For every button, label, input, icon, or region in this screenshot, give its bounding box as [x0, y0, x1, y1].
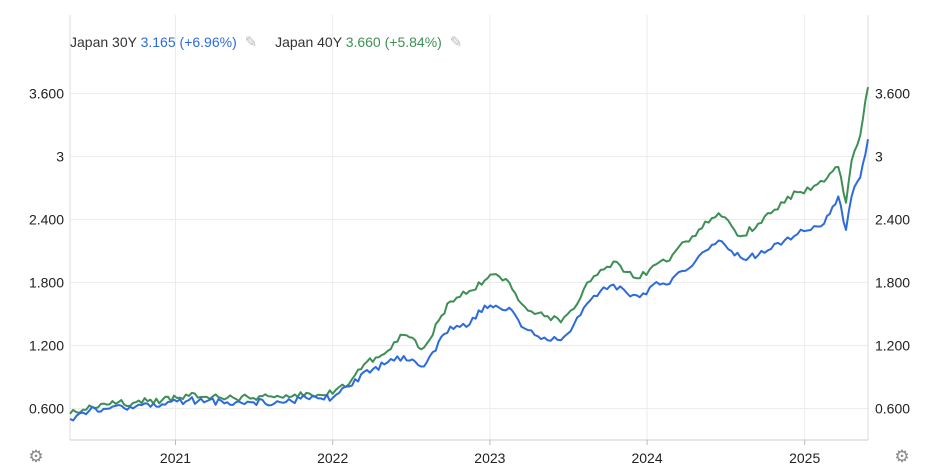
x-tick-label: 2022 [317, 450, 348, 466]
y-tick-label-right: 3 [875, 149, 883, 165]
y-tick-label-right: 3.600 [875, 86, 910, 102]
gear-icon[interactable]: ⚙ [28, 447, 44, 466]
legend-series-value: 3.165 [140, 34, 176, 50]
series-line-japan-40y [69, 87, 869, 415]
pencil-icon[interactable]: ✎ [449, 34, 463, 51]
axes: 0.600 0.600 1.200 1.200 1.800 1.800 2.400 2.400… [29, 15, 910, 466]
gear-icon[interactable]: ⚙ [894, 447, 910, 466]
y-tick-label-right: 0.600 [875, 401, 910, 417]
x-tick-label: 2024 [631, 450, 662, 466]
x-tick-label: 2023 [474, 450, 505, 466]
y-tick-label-left: 3 [56, 149, 64, 165]
y-tick-label-right: 1.200 [875, 338, 910, 354]
legend-series-change: (+5.84%) [384, 34, 442, 50]
y-tick-label-right: 1.800 [875, 275, 910, 291]
pencil-icon[interactable]: ✎ [244, 34, 258, 51]
y-tick-label-left: 0.600 [29, 401, 64, 417]
series-line-japan-30y [69, 139, 869, 422]
chart-legend: Japan 30Y 3.165 (+6.96%) ✎ Japan 40Y 3.6… [70, 33, 476, 51]
legend-series-value: 3.660 [345, 34, 381, 50]
legend-item-japan-30y[interactable]: Japan 30Y 3.165 (+6.96%) ✎ [70, 33, 257, 51]
legend-series-name: Japan 40Y [275, 34, 342, 50]
y-tick-label-left: 2.400 [29, 212, 64, 228]
series-lines [69, 87, 869, 422]
y-tick-label-left: 1.200 [29, 338, 64, 354]
y-tick-label-left: 3.600 [29, 86, 64, 102]
legend-item-japan-40y[interactable]: Japan 40Y 3.660 (+5.84%) ✎ [275, 33, 462, 51]
legend-series-change: (+6.96%) [179, 34, 237, 50]
x-tick-label: 2025 [789, 450, 820, 466]
x-tick-label: 2021 [160, 450, 191, 466]
legend-series-name: Japan 30Y [70, 34, 137, 50]
y-tick-label-right: 2.400 [875, 212, 910, 228]
grid-lines [70, 15, 868, 440]
y-tick-label-left: 1.800 [29, 275, 64, 291]
